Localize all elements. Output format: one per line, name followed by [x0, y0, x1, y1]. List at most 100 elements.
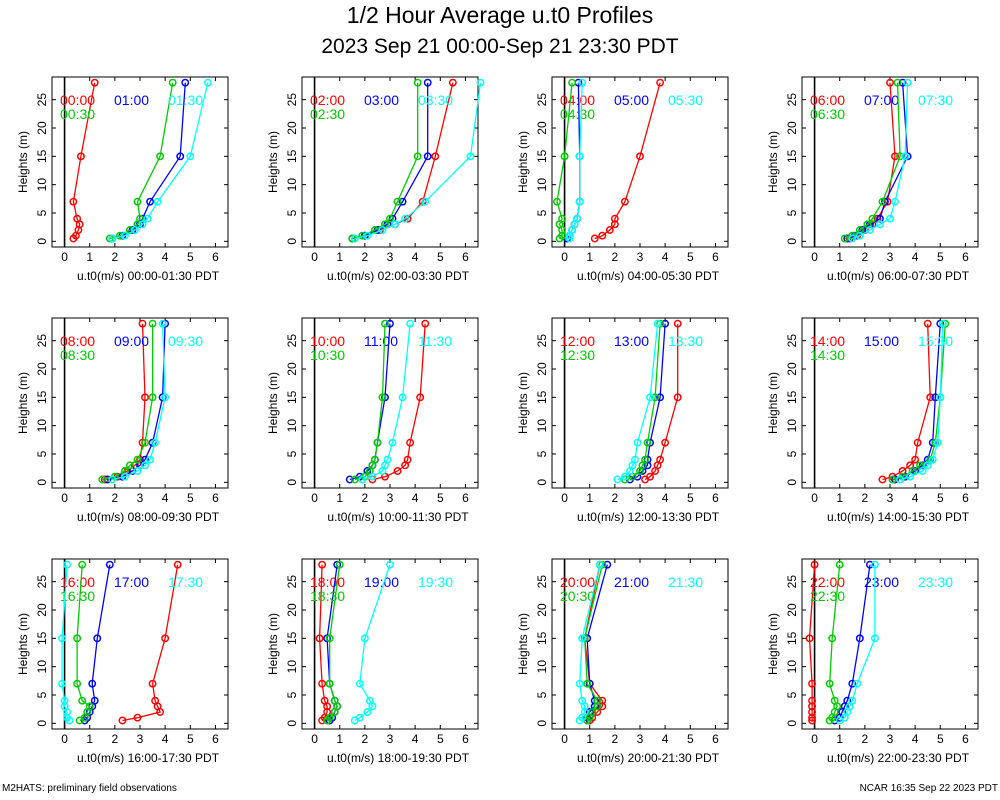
data-point [808, 716, 817, 725]
data-point [891, 197, 899, 206]
y-tick-label: 5 [785, 209, 799, 216]
legend-label: 10:30 [310, 347, 345, 363]
y-tick-label: 20 [785, 603, 799, 617]
data-point [125, 461, 134, 470]
legend-label: 15:00 [864, 333, 899, 349]
data-point [133, 467, 142, 475]
profile-panel: 0 1 2 3 4 5 6 0 5 10 15 20 25 Heights (m) u.t0(m/s) 12… [516, 317, 729, 524]
data-point [568, 78, 577, 87]
y-tick-label: 20 [285, 603, 299, 617]
y-tick-label: 15 [535, 149, 549, 163]
y-tick-label: 25 [535, 334, 549, 348]
data-point [448, 78, 457, 87]
legend-label: 18:30 [310, 588, 345, 604]
profile-panel: 0 1 2 3 4 5 6 0 5 10 15 20 25 Heights (m) u.t0(m/s) 08… [16, 317, 229, 524]
data-point [181, 78, 190, 87]
data-point [636, 152, 644, 161]
y-tick-label: 15 [35, 149, 49, 163]
data-point [646, 472, 655, 481]
x-tick-label: 5 [187, 491, 194, 505]
data-point [350, 234, 359, 243]
data-point [603, 560, 612, 569]
data-point [641, 455, 649, 464]
y-tick-label: 5 [785, 450, 799, 457]
y-tick-label: 15 [285, 149, 299, 163]
x-tick-label: 1 [586, 250, 593, 264]
y-tick-label: 20 [285, 362, 299, 376]
y-tick-label: 10 [535, 419, 549, 433]
y-tick-label: 15 [535, 390, 549, 404]
data-point [320, 696, 329, 705]
data-point [886, 214, 894, 223]
x-tick-label: 4 [912, 491, 919, 505]
data-point [673, 319, 682, 328]
x-tick-label: 3 [137, 250, 144, 264]
x-tick-label: 4 [412, 732, 419, 746]
chart-subtitle: 2023 Sep 21 00:00-Sep 21 23:30 PDT [321, 35, 679, 58]
legend-label: 02:00 [310, 92, 345, 108]
x-tick-label: 6 [712, 732, 719, 746]
legend-label: 09:00 [114, 333, 149, 349]
data-point [76, 152, 85, 161]
legend-label: 20:00 [560, 574, 595, 590]
x-tick-label: 4 [162, 732, 169, 746]
data-point [620, 472, 629, 481]
y-tick-label: 25 [535, 93, 549, 107]
data-point [631, 455, 639, 464]
data-point [605, 226, 614, 234]
data-point [901, 152, 910, 161]
x-tick-label: 2 [362, 491, 369, 505]
x-axis-label: u.t0(m/s) 12:00-13:30 PDT [577, 510, 720, 524]
data-point [143, 214, 152, 223]
y-tick-label: 15 [285, 390, 299, 404]
data-point [78, 696, 87, 705]
data-point [421, 319, 430, 328]
data-point [578, 696, 587, 705]
data-point [598, 560, 607, 569]
data-point [370, 455, 379, 464]
y-tick-label: 0 [35, 238, 49, 245]
x-tick-label: 0 [311, 732, 318, 746]
data-point [158, 319, 167, 328]
legend-label: 07:30 [918, 92, 953, 108]
data-point [373, 438, 382, 447]
data-point [58, 679, 67, 688]
data-point [325, 713, 334, 722]
legend-label: 00:00 [60, 92, 95, 108]
data-point [575, 152, 584, 161]
y-tick-label: 25 [785, 334, 799, 348]
data-point [318, 679, 327, 688]
x-tick-label: 3 [887, 732, 894, 746]
x-tick-label: 0 [561, 491, 568, 505]
data-point [141, 438, 149, 447]
x-tick-label: 0 [811, 491, 818, 505]
x-tick-label: 4 [412, 491, 419, 505]
data-point [878, 197, 887, 206]
x-tick-label: 0 [61, 250, 68, 264]
y-tick-label: 20 [285, 121, 299, 135]
data-point [656, 319, 665, 328]
legend-label: 16:30 [60, 588, 95, 604]
x-tick-label: 4 [662, 491, 669, 505]
data-point [848, 679, 857, 688]
y-tick-label: 0 [785, 479, 799, 486]
data-point [120, 231, 129, 240]
x-axis-label: u.t0(m/s) 16:00-17:30 PDT [77, 751, 220, 765]
data-point [926, 393, 935, 402]
data-point [903, 78, 912, 87]
data-point [848, 696, 857, 705]
data-point [853, 679, 862, 688]
x-axis-label: u.t0(m/s) 14:00-15:30 PDT [827, 510, 970, 524]
y-tick-label: 25 [535, 575, 549, 589]
data-point [161, 319, 170, 328]
data-point [151, 696, 160, 705]
y-tick-label: 25 [35, 93, 49, 107]
y-tick-label: 0 [535, 238, 549, 245]
data-point [883, 197, 892, 206]
y-tick-label: 25 [35, 334, 49, 348]
y-axis-label: Heights (m) [766, 613, 780, 675]
data-point [141, 461, 149, 470]
data-point [805, 634, 814, 643]
x-tick-label: 0 [61, 732, 68, 746]
legend-label: 17:30 [168, 574, 203, 590]
